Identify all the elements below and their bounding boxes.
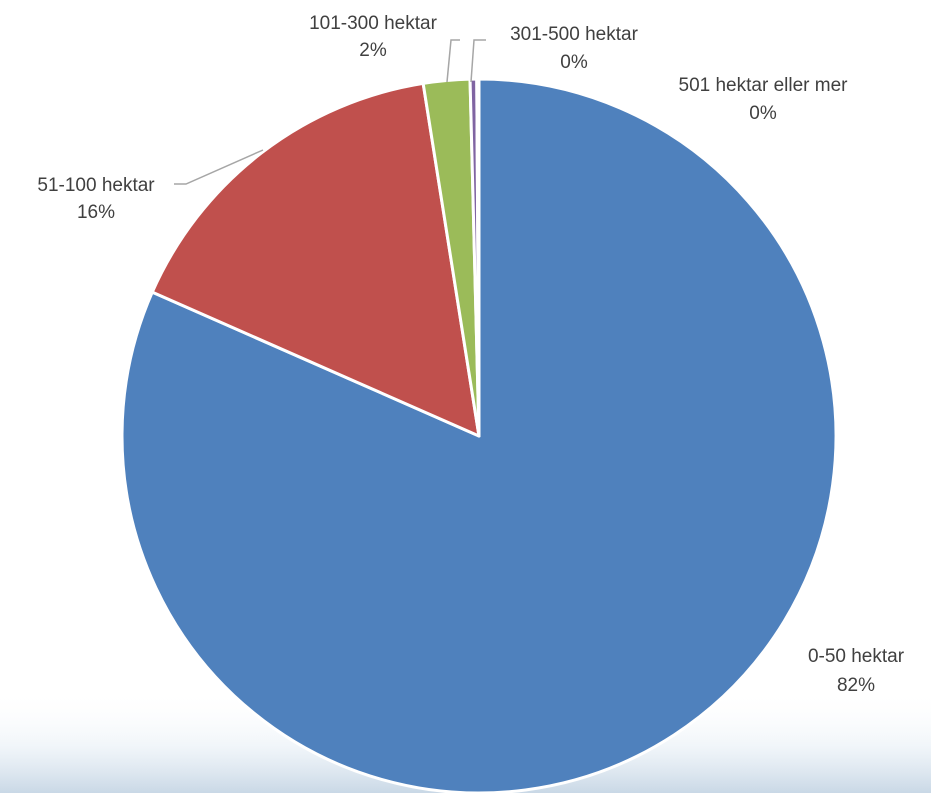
pie-slice-501-plus	[475, 77, 481, 438]
slice-value-501-plus: 0%	[749, 103, 777, 124]
leader-line-101-300	[446, 39, 460, 83]
slice-value-101-300: 2%	[359, 40, 387, 61]
leader-line-301-500	[470, 39, 486, 83]
slices	[120, 77, 838, 793]
data-labels: 0-50 hektar 82% 51-100 hektar 16% 101-30…	[37, 13, 904, 696]
slice-label-0-50: 0-50 hektar	[808, 646, 905, 667]
pie-slice-51-100	[150, 81, 481, 438]
slice-value-301-500: 0%	[560, 52, 588, 73]
slice-value-0-50: 82%	[837, 675, 875, 696]
leader-line-51-100	[174, 149, 264, 185]
slice-value-51-100: 16%	[77, 202, 115, 223]
slice-label-301-500: 301-500 hektar	[510, 24, 638, 45]
leader-lines	[174, 39, 486, 185]
slice-label-101-300: 101-300 hektar	[309, 13, 437, 34]
slice-label-501-plus: 501 hektar eller mer	[679, 75, 849, 96]
slice-label-51-100: 51-100 hektar	[37, 175, 155, 196]
